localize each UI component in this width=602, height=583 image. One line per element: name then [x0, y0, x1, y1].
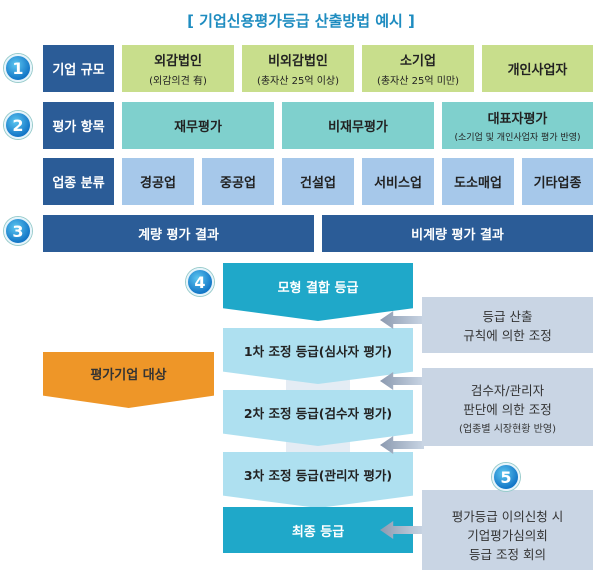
note-judgment-adjustment: 검수자/관리자 판단에 의한 조정 (업종별 시장현황 반영) — [422, 368, 593, 446]
industry-item: 기타업종 — [522, 158, 593, 205]
line: 등급 산출 — [482, 309, 533, 324]
size-audited: 외감법인 (외감의견 有) — [122, 45, 234, 92]
row-label-eval-items: 평가 항목 — [43, 102, 114, 149]
step-3-badge: 3 — [4, 217, 32, 245]
step-5-badge: 5 — [492, 463, 520, 491]
industry-item: 서비스업 — [362, 158, 434, 205]
main: 대표자평가 — [487, 112, 548, 127]
target-company: 평가기업 대상 — [43, 352, 214, 408]
model-combined-grade: 모형 결합 등급 — [223, 263, 413, 321]
main: 외감법인 — [154, 54, 202, 69]
size-small: 소기업 (총자산 25억 미만) — [362, 45, 474, 92]
sub: (외감의견 有) — [149, 76, 207, 87]
eval-non-financial: 비재무평가 — [282, 102, 434, 149]
size-sole-proprietor: 개인사업자 — [482, 45, 593, 92]
qualitative-result: 비계량 평가 결과 — [322, 215, 593, 252]
sub: (소기업 및 개인사업자 평가 반영) — [454, 133, 581, 143]
sub: (총자산 25억 이상) — [256, 76, 340, 87]
second-adjustment-grade: 2차 조정 등급(검수자 평가) — [223, 390, 413, 446]
step-1-badge: 1 — [4, 54, 32, 82]
line: 평가등급 이의신청 시 — [451, 508, 564, 524]
industry-item: 건설업 — [282, 158, 354, 205]
main: 비재무평가 — [328, 120, 388, 135]
industry-item: 중공업 — [202, 158, 274, 205]
arrow-left-icon — [380, 436, 424, 454]
step-2-badge: 2 — [4, 111, 32, 139]
row-label-company-size: 기업 규모 — [43, 45, 114, 92]
line: 기업평가심의회 — [467, 527, 548, 543]
quantitative-result: 계량 평가 결과 — [43, 215, 314, 252]
size-non-audited: 비외감법인 (총자산 25억 이상) — [242, 45, 354, 92]
sub: (총자산 25억 미만) — [376, 76, 460, 87]
industry-item: 도소매업 — [442, 158, 514, 205]
line: 규칙에 의한 조정 — [463, 328, 552, 343]
line: 등급 조정 회의 — [469, 546, 546, 562]
main: 비외감법인 — [268, 54, 328, 69]
eval-financial: 재무평가 — [122, 102, 274, 149]
diagram-title: [ 기업신용평가등급 산출방법 예시 ] — [187, 11, 415, 30]
note-rule-adjustment: 등급 산출 규칙에 의한 조정 — [422, 297, 593, 353]
main: 재무평가 — [174, 120, 222, 135]
line: 판단에 의한 조정 — [463, 401, 552, 417]
main: 소기업 — [400, 54, 436, 69]
line: 검수자/관리자 — [470, 382, 545, 398]
step-4-badge: 4 — [186, 268, 214, 296]
industry-item: 경공업 — [122, 158, 194, 205]
note-appeal-adjustment: 평가등급 이의신청 시 기업평가심의회 등급 조정 회의 — [422, 490, 593, 570]
sub: (업종별 시장현황 반영) — [459, 423, 556, 435]
eval-representative: 대표자평가 (소기업 및 개인사업자 평가 반영) — [442, 102, 593, 149]
first-adjustment-grade: 1차 조정 등급(심사자 평가) — [223, 328, 413, 384]
arrow-left-icon — [380, 311, 424, 329]
third-adjustment-grade: 3차 조정 등급(관리자 평가) — [223, 452, 413, 508]
row-label-industry: 업종 분류 — [43, 158, 114, 205]
main: 개인사업자 — [507, 63, 568, 78]
